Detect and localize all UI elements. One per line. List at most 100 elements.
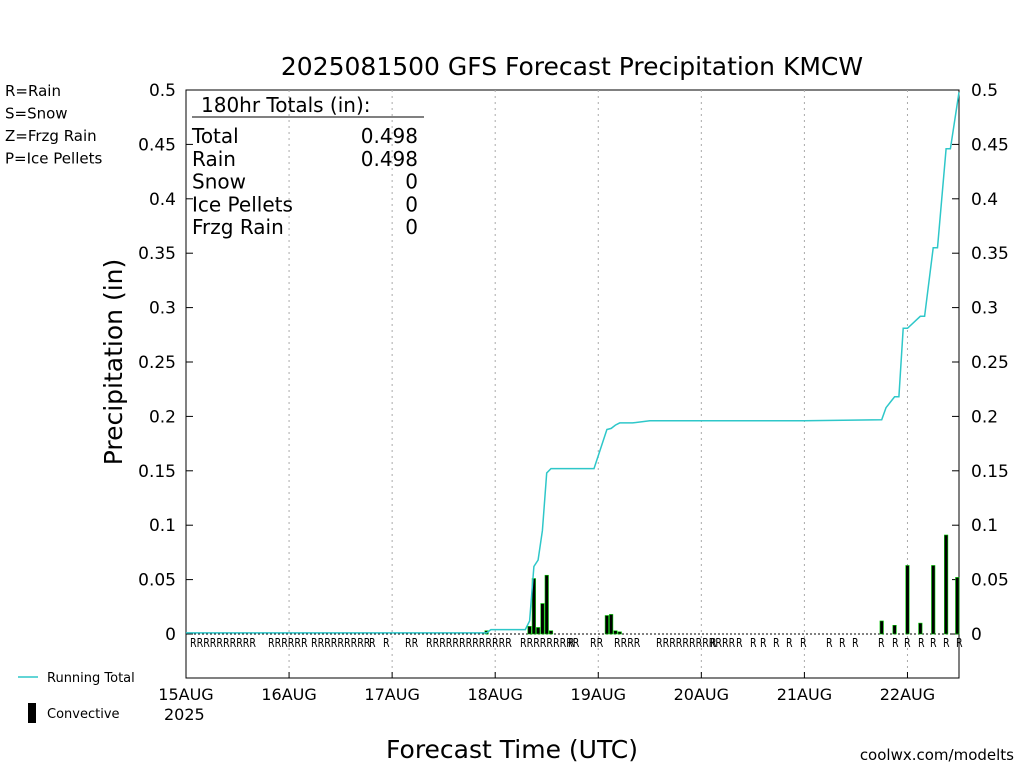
grid-lines [288, 90, 908, 678]
y-axis-label: Precipitation (in) [99, 259, 128, 466]
totals-label: Total [191, 124, 239, 148]
y-tick-label-right: 0.25 [971, 353, 1009, 373]
ptype-marker: R [918, 636, 925, 650]
y-tick-label-right: 0.1 [971, 516, 998, 536]
ptype-legend-ice_pellets: P=Ice Pellets [5, 150, 102, 168]
precip-bar [536, 627, 541, 635]
ptype-marker: R [383, 636, 390, 650]
ptype-marker: RRRRRRRRRR [190, 636, 256, 650]
ptype-row: RRRRRRRRRR RRRRRR RRRRRRRRRR R RR RRRRRRRRRRR… [190, 636, 963, 650]
y-tick-label-right: 0.5 [971, 81, 998, 101]
ptype-marker: RRRR [614, 636, 640, 650]
y-tick-label-left: 0.45 [138, 135, 176, 155]
precip-bar [918, 622, 923, 635]
x-tick-label: 20AUG [674, 685, 729, 704]
precip-bar [609, 614, 614, 635]
totals-heading: 180hr Totals (in): [201, 93, 371, 117]
ptype-marker: R [369, 636, 376, 650]
precip-bar [527, 626, 532, 635]
ptype-marker: R [568, 636, 575, 650]
ptype-legend-frzg_rain: Z=Frzg Rain [5, 127, 97, 145]
legend-convective-swatch [28, 703, 36, 723]
chart-title: 2025081500 GFS Forecast Precipitation KM… [281, 52, 863, 81]
ptype-marker: RRRRRRRRR [311, 636, 370, 650]
precip-bar [617, 631, 622, 635]
y-tick-label-left: 0.1 [149, 516, 176, 536]
ptype-marker: R [750, 636, 757, 650]
precip-bar [905, 565, 910, 635]
totals-label: Ice Pellets [192, 192, 293, 216]
ptype-marker: RR [590, 636, 603, 650]
precip-bar [548, 630, 554, 635]
precip-bar [879, 620, 884, 635]
x-tick-label: 18AUG [467, 685, 522, 704]
credit-text: coolwx.com/modelts [860, 746, 1014, 764]
ptype-marker: R [852, 636, 859, 650]
y-tick-label-right: 0.05 [971, 571, 1009, 591]
ptype-legend-rain: R=Rain [5, 82, 61, 100]
totals-value: 0.498 [361, 147, 418, 171]
y-tick-label-left: 0.35 [138, 244, 176, 264]
running-total-line [186, 92, 960, 634]
y-tick-label-right: 0.15 [971, 462, 1009, 482]
precip-bar [604, 615, 609, 635]
totals-value: 0.498 [361, 124, 418, 148]
ptype-marker: R [760, 636, 767, 650]
precip-bar [944, 534, 949, 635]
ptype-marker: R [736, 636, 743, 650]
ptype-marker: R [892, 636, 899, 650]
ptype-legend: R=Rain S=Snow Z=Frzg Rain P=Ice Pellets [5, 82, 102, 168]
x-tick-label: 21AUG [777, 685, 832, 704]
ptype-marker: RRRRRRRRRRRRR [426, 636, 512, 650]
y-tick-label-right: 0.4 [971, 190, 998, 210]
totals-label: Snow [192, 170, 246, 194]
ptype-marker: R [878, 636, 885, 650]
y-tick-label-left: 0.2 [149, 407, 176, 427]
x-tick-label: 15AUG [158, 685, 213, 704]
ptype-marker: R [800, 636, 807, 650]
y-tick-label-left: 0.05 [138, 571, 176, 591]
y-tick-label-left: 0.5 [149, 81, 176, 101]
totals-label: Frzg Rain [192, 215, 284, 239]
totals-value: 0 [405, 170, 418, 194]
x-tick-label: 22AUG [880, 685, 935, 704]
ptype-marker: R [826, 636, 833, 650]
ptype-marker: RRRRRR [268, 636, 308, 650]
plot-frame [185, 89, 960, 679]
year-label: 2025 [164, 705, 205, 724]
precip-bars [484, 534, 960, 635]
chart-legend: Running Total Convective [18, 671, 135, 723]
precip-bar [544, 574, 549, 635]
y-tick-label-right: 0.35 [971, 244, 1009, 264]
ptype-marker: RRRRRRRRR [520, 636, 579, 650]
x-tick-label: 19AUG [571, 685, 626, 704]
ptype-marker: RRRRRRRRRRRR [656, 636, 735, 650]
ptype-marker: RR [405, 636, 418, 650]
ptype-marker: R [943, 636, 950, 650]
y-tick-label-left: 0 [165, 625, 176, 645]
y-tick-label-left: 0.4 [149, 190, 176, 210]
y-tick-label-right: 0.45 [971, 135, 1009, 155]
ptype-marker: R [773, 636, 780, 650]
totals-value: 0 [405, 192, 418, 216]
totals-value: 0 [405, 215, 418, 239]
precip-bar [931, 565, 936, 635]
y-tick-label-left: 0.3 [149, 299, 176, 319]
precip-bar [613, 630, 618, 635]
precip-bar [955, 577, 960, 635]
y-tick-label-right: 0 [971, 625, 982, 645]
x-tick-label: 17AUG [364, 685, 419, 704]
ptype-marker: R [930, 636, 937, 650]
legend-convective-label: Convective [47, 707, 120, 722]
ptype-marker: R [710, 636, 717, 650]
ptype-legend-snow: S=Snow [5, 105, 68, 123]
totals-label: Rain [192, 147, 236, 171]
y-tick-label-right: 0.3 [971, 299, 998, 319]
totals-box: 180hr Totals (in): Total 0.498 Rain 0.498 Sn… [191, 93, 424, 239]
y-tick-label-right: 0.2 [971, 407, 998, 427]
legend-running-total-label: Running Total [47, 671, 135, 686]
ptype-marker: R [904, 636, 911, 650]
x-axis-label: Forecast Time (UTC) [386, 735, 638, 764]
ptype-marker: R [956, 636, 963, 650]
